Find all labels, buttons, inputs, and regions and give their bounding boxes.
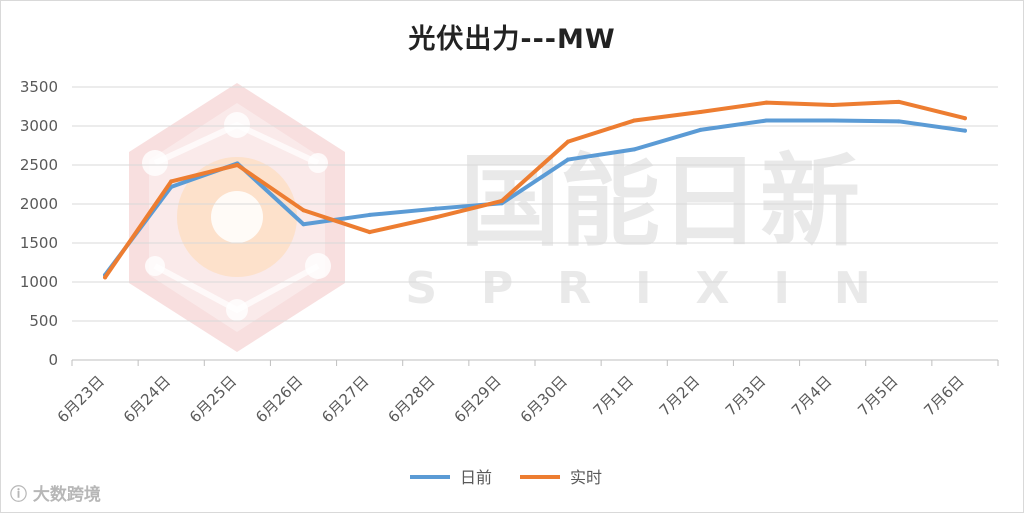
x-tick-label: 6月27日 xyxy=(318,372,372,426)
data-point xyxy=(235,163,240,167)
series-line-1 xyxy=(103,99,967,280)
x-tick-label: 7月5日 xyxy=(854,372,901,419)
data-point xyxy=(896,119,901,124)
data-point xyxy=(301,222,306,227)
gridlines xyxy=(72,86,998,361)
watermark-brand: 国能日新 xyxy=(460,143,860,260)
data-point xyxy=(367,230,372,235)
credit-watermark: ⓘ 大数跨境 xyxy=(10,480,101,505)
data-point xyxy=(764,118,769,123)
data-point xyxy=(698,109,703,114)
legend-label: 日前 xyxy=(460,468,492,487)
y-tick-label: 1000 xyxy=(20,273,58,291)
y-tick-label: 2500 xyxy=(20,156,58,174)
data-point xyxy=(764,100,769,105)
x-tick-label: 7月4日 xyxy=(788,372,835,419)
watermark-logo xyxy=(129,83,345,352)
data-point xyxy=(962,128,967,133)
data-point xyxy=(499,198,504,203)
data-point xyxy=(830,102,835,107)
data-point xyxy=(566,157,571,162)
x-tick-label: 6月29日 xyxy=(451,372,505,426)
x-tick-label: 7月3日 xyxy=(722,372,769,419)
y-tick-label: 2000 xyxy=(20,195,58,213)
data-point xyxy=(433,215,438,220)
data-point xyxy=(566,139,571,144)
x-tick-label: 6月28日 xyxy=(384,372,438,426)
data-point xyxy=(433,206,438,211)
y-tick-label: 1500 xyxy=(20,234,58,252)
data-point xyxy=(169,179,174,184)
x-tick-label: 6月23日 xyxy=(54,372,108,426)
data-point xyxy=(103,275,108,280)
series-lines xyxy=(103,99,967,280)
legend-label: 实时 xyxy=(570,468,602,487)
x-tick-label: 7月2日 xyxy=(656,372,703,419)
watermark-latin: SPRIXIN xyxy=(405,263,914,314)
credit-text: 大数跨境 xyxy=(32,485,101,505)
data-point xyxy=(632,147,637,152)
x-tick-label: 6月25日 xyxy=(186,372,240,426)
data-point xyxy=(896,99,901,104)
y-tick-label: 3500 xyxy=(20,78,58,96)
y-tick-label: 3000 xyxy=(20,117,58,135)
data-point xyxy=(632,118,637,123)
chart-title: 光伏出力---MW xyxy=(408,24,616,55)
legend: 日前 实时 xyxy=(410,468,602,487)
credit-icon: ⓘ xyxy=(10,485,27,505)
y-axis-ticks: 0 500 1000 1500 2000 2500 3000 3500 xyxy=(20,78,58,369)
y-tick-label: 500 xyxy=(29,312,58,330)
x-axis-ticks: 6月23日 6月24日 6月25日 6月26日 6月27日 6月28日 6月29日 6月30日… xyxy=(54,360,999,426)
data-point xyxy=(830,118,835,123)
x-tick-label: 6月24日 xyxy=(120,372,174,426)
x-tick-label: 7月1日 xyxy=(590,372,637,419)
x-tick-label: 6月30日 xyxy=(517,372,571,426)
y-tick-label: 0 xyxy=(48,351,58,369)
data-point xyxy=(301,208,306,213)
x-tick-label: 6月26日 xyxy=(252,372,306,426)
data-point xyxy=(698,127,703,132)
data-point xyxy=(962,116,967,121)
data-point xyxy=(367,212,372,217)
x-tick-label: 7月6日 xyxy=(920,372,967,419)
